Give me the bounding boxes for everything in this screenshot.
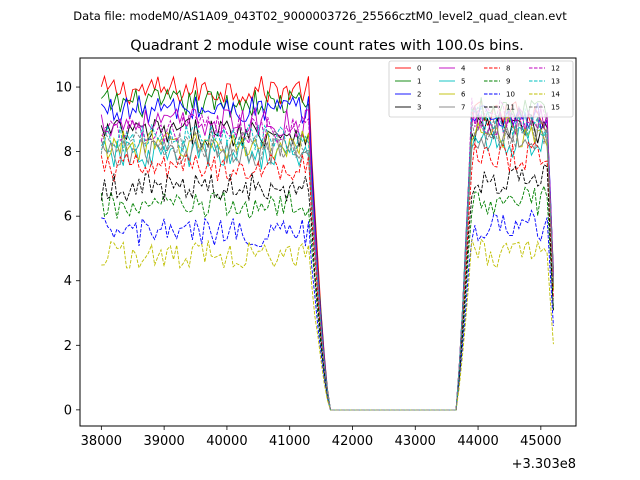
- legend-label-13: 13: [551, 78, 560, 86]
- y-axis: 0 2 4 6 8 10: [55, 81, 80, 418]
- series-line-9: [100, 184, 554, 411]
- y-tick-label: 8: [64, 145, 72, 160]
- y-tick-label: 0: [64, 403, 72, 418]
- legend-box: [388, 60, 574, 118]
- x-axis: 38000 39000 40000 41000 42000 43000 44000 45000: [81, 426, 562, 449]
- series-line-7: [100, 120, 554, 411]
- series-line-15: [100, 116, 554, 411]
- legend-label-2: 2: [417, 91, 421, 99]
- legend-label-10: 10: [506, 91, 515, 99]
- x-tick-label: 43000: [395, 434, 436, 449]
- x-tick-label: 44000: [457, 434, 498, 449]
- suptitle: Data file: modeM0/AS1A09_043T02_90000037…: [73, 9, 567, 23]
- y-tick-label: 2: [64, 339, 72, 354]
- x-tick-label: 45000: [520, 434, 561, 449]
- series-line-5: [100, 126, 554, 411]
- legend-label-0: 0: [417, 65, 421, 73]
- legend-label-9: 9: [506, 78, 510, 86]
- legend-label-8: 8: [506, 65, 510, 73]
- legend-label-11: 11: [506, 104, 515, 112]
- series-line-11: [100, 163, 554, 411]
- series-line-10: [101, 209, 554, 411]
- legend-label-4: 4: [461, 65, 466, 73]
- series-line-4: [100, 106, 554, 411]
- legend-label-1: 1: [417, 78, 421, 86]
- legend-label-14: 14: [551, 91, 560, 99]
- legend-label-5: 5: [461, 78, 465, 86]
- x-tick-label: 39000: [143, 434, 184, 449]
- legend-label-6: 6: [461, 91, 466, 99]
- legend-label-3: 3: [417, 104, 421, 112]
- legend-label-7: 7: [461, 104, 465, 112]
- series-line-14: [101, 238, 554, 411]
- x-tick-label: 41000: [269, 434, 310, 449]
- x-tick-label: 42000: [332, 434, 373, 449]
- x-tick-label: 40000: [206, 434, 247, 449]
- x-tick-label: 38000: [81, 434, 122, 449]
- series-line-3: [100, 112, 554, 411]
- y-tick-label: 6: [64, 210, 72, 225]
- legend-label-15: 15: [551, 104, 560, 112]
- chart-title: Quadrant 2 module wise count rates with …: [130, 38, 524, 54]
- plot-frame: [79, 57, 577, 427]
- legend-label-12: 12: [551, 65, 560, 73]
- series-line-6: [101, 116, 554, 411]
- y-tick-label: 10: [55, 81, 72, 96]
- series-layer: [100, 74, 554, 411]
- x-offset-label: +3.303e8: [512, 457, 576, 472]
- y-tick-label: 4: [64, 274, 72, 289]
- series-line-8: [100, 141, 554, 411]
